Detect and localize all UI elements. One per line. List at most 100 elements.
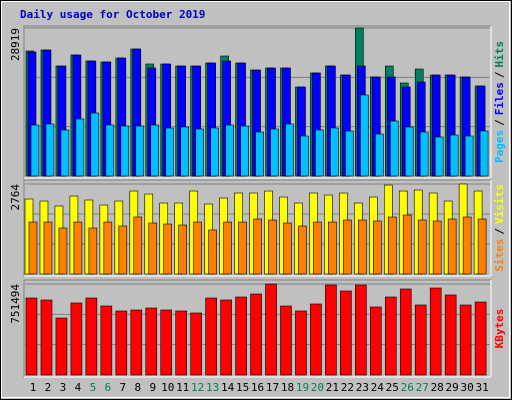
bar — [178, 224, 187, 275]
bar — [280, 305, 292, 376]
legend-entry: Pages — [493, 130, 506, 163]
x-tick-label: 13 — [206, 381, 219, 394]
x-tick-label: 6 — [105, 381, 112, 394]
bar — [255, 131, 264, 177]
bar — [238, 221, 247, 275]
bar — [414, 304, 427, 376]
bar — [298, 225, 307, 275]
bar — [399, 288, 412, 376]
x-tick-label: 10 — [161, 381, 174, 394]
x-tick-label: 3 — [60, 381, 67, 394]
x-tick-label: 23 — [356, 381, 369, 394]
bar — [135, 125, 145, 177]
bar — [180, 126, 189, 177]
bar — [384, 296, 397, 376]
bar — [40, 299, 53, 376]
bar — [28, 221, 38, 275]
x-tick-label: 9 — [149, 381, 156, 394]
x-tick-label: 5 — [90, 381, 97, 394]
bar — [55, 317, 68, 376]
bar — [265, 283, 277, 376]
bar — [90, 112, 100, 177]
x-tick-label: 26 — [401, 381, 414, 394]
bar — [444, 294, 457, 376]
legend: KBytes — [493, 309, 506, 349]
x-tick-label: 18 — [281, 381, 294, 394]
bar — [120, 125, 130, 177]
bar — [402, 214, 412, 275]
x-tick-label: 24 — [371, 381, 385, 394]
bar — [325, 284, 337, 376]
bar — [370, 306, 382, 376]
bar — [330, 127, 339, 177]
x-tick-label: 21 — [326, 381, 339, 394]
bar — [477, 218, 487, 275]
bar — [205, 297, 217, 376]
x-tick-label: 15 — [236, 381, 249, 394]
bar — [253, 218, 262, 275]
bar — [434, 136, 444, 177]
x-tick-label: 29 — [446, 381, 459, 394]
bar — [389, 120, 399, 177]
bar — [358, 219, 367, 275]
bar — [225, 124, 234, 177]
bar — [360, 94, 369, 177]
bar — [163, 223, 173, 275]
x-tick-label: 7 — [120, 381, 127, 394]
bar — [160, 309, 173, 376]
x-tick-label: 25 — [386, 381, 399, 394]
x-tick-label: 1 — [30, 381, 37, 394]
bar — [85, 297, 98, 376]
bar — [373, 220, 382, 275]
bar — [429, 287, 442, 376]
legend-entry: Visits — [493, 184, 506, 224]
bar — [295, 310, 307, 376]
legend-entry: Sites — [493, 239, 506, 272]
bar — [25, 297, 38, 376]
bar — [100, 305, 113, 376]
bar — [175, 310, 187, 376]
bar — [235, 296, 247, 376]
bar — [148, 222, 158, 275]
bar — [73, 221, 83, 275]
bar — [45, 123, 55, 177]
bar — [150, 124, 160, 177]
legend-entry: Files — [493, 82, 506, 115]
bar — [130, 309, 143, 376]
bar — [432, 220, 442, 275]
bar — [223, 221, 232, 275]
bar — [88, 227, 98, 275]
y-tick-label: 28919 — [9, 28, 22, 61]
bar — [118, 225, 128, 275]
bar — [250, 293, 262, 376]
x-tick-label: 16 — [251, 381, 264, 394]
bar — [208, 229, 217, 275]
x-tick-label: 31 — [475, 381, 488, 394]
bar — [105, 124, 115, 177]
bar — [404, 126, 414, 177]
y-tick-label: 2764 — [9, 184, 22, 211]
x-tick-label: 12 — [191, 381, 204, 394]
bar — [474, 301, 487, 376]
bar — [343, 219, 352, 275]
bar — [479, 130, 489, 177]
legend: Sites / Visits — [493, 184, 506, 272]
x-tick-label: 17 — [266, 381, 279, 394]
bar — [210, 127, 219, 177]
x-tick-label: 30 — [461, 381, 474, 394]
bar — [283, 222, 292, 275]
x-tick-label: 2 — [45, 381, 52, 394]
bar — [315, 129, 324, 177]
bar — [340, 290, 352, 376]
bar — [75, 118, 85, 177]
bar — [268, 219, 277, 275]
bar — [103, 221, 113, 275]
x-tick-label: 14 — [221, 381, 235, 394]
x-tick-label: 28 — [431, 381, 444, 394]
bar — [447, 218, 457, 275]
bar — [459, 304, 472, 376]
bar — [449, 134, 459, 177]
legend-entry: Hits — [493, 41, 506, 68]
bar — [419, 131, 429, 177]
